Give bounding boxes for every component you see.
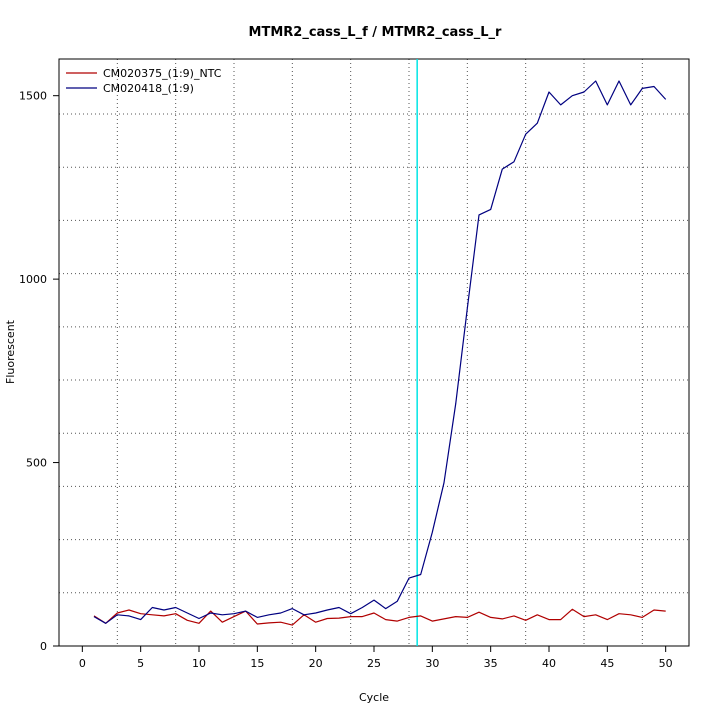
x-tick-label: 10 xyxy=(192,657,206,670)
x-tick-label: 25 xyxy=(367,657,381,670)
x-tick-label: 15 xyxy=(250,657,264,670)
x-tick-label: 50 xyxy=(659,657,673,670)
x-tick-label: 45 xyxy=(600,657,614,670)
plot-frame xyxy=(58,58,690,647)
series-line-sample xyxy=(93,80,667,624)
x-axis-label: Cycle xyxy=(359,691,389,704)
y-tick-label: 1500 xyxy=(19,90,47,103)
y-tick-label: 500 xyxy=(26,457,47,470)
grid xyxy=(59,59,689,647)
series-lines xyxy=(93,80,667,626)
x-tick-label: 20 xyxy=(309,657,323,670)
x-tick-label: 0 xyxy=(79,657,86,670)
x-tick-label: 5 xyxy=(137,657,144,670)
x-tick-label: 40 xyxy=(542,657,556,670)
legend: CM020375_(1:9)_NTC CM020418_(1:9) xyxy=(66,67,222,95)
x-tick-label: 30 xyxy=(425,657,439,670)
y-axis-label: Fluorescent xyxy=(4,319,17,384)
y-tick-label: 0 xyxy=(40,640,47,653)
x-axis: 0 5 10 15 20 25 30 35 40 45 50 xyxy=(79,646,673,670)
x-tick-label: 35 xyxy=(484,657,498,670)
series-line-ntc xyxy=(93,608,666,626)
legend-label: CM020418_(1:9) xyxy=(103,82,194,95)
y-tick-label: 1000 xyxy=(19,273,47,286)
y-axis: 0 500 1000 1500 xyxy=(19,90,59,653)
legend-label: CM020375_(1:9)_NTC xyxy=(103,67,222,80)
chart-title: MTMR2_cass_L_f / MTMR2_cass_L_r xyxy=(249,25,503,40)
